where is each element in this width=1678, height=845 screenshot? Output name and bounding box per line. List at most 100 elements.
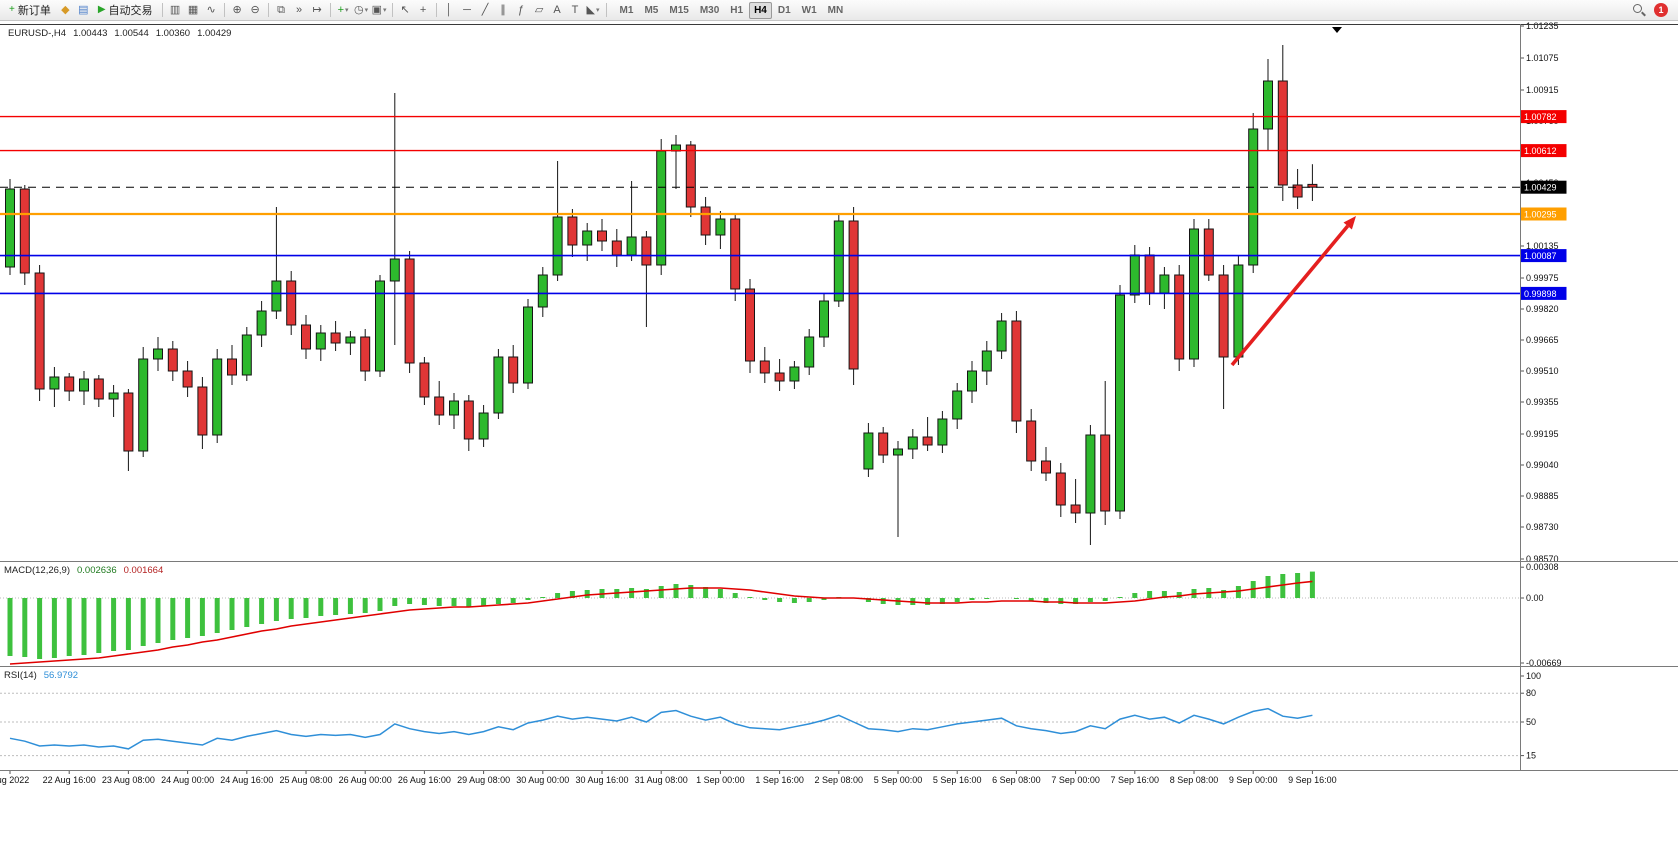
price-badge-label: 1.00612 <box>1524 146 1557 156</box>
text-icon[interactable]: A <box>553 3 561 16</box>
search-icon[interactable] <box>1632 3 1646 17</box>
price-tick-label: 0.99195 <box>1526 429 1559 439</box>
candle <box>907 436 918 450</box>
candle <box>996 320 1007 352</box>
macd-signal-value: 0.001664 <box>123 565 164 576</box>
equidistant-channel-icon[interactable]: ∥ <box>500 3 506 16</box>
time-tick-label: 7 Sep 00:00 <box>1051 775 1100 785</box>
candle <box>5 188 15 268</box>
timeframe-h4[interactable]: H4 <box>749 1 772 19</box>
horizontal-line-icon[interactable]: ─ <box>463 3 471 16</box>
auto-scroll-icon[interactable]: » <box>295 3 303 16</box>
rsi-tick-label: 15 <box>1526 751 1536 761</box>
timeframe-mn[interactable]: MN <box>827 4 844 16</box>
ohlc-open: 1.00443 <box>73 28 108 39</box>
symbol-period-label: EURUSD-,H4 <box>8 28 67 39</box>
candle <box>1277 80 1288 186</box>
candle <box>286 280 297 326</box>
timeframe-m30[interactable]: M30 <box>699 4 720 16</box>
crosshair-icon[interactable]: + <box>419 3 427 16</box>
candle <box>138 358 149 452</box>
candle <box>1070 504 1081 514</box>
templates-icon[interactable]: ▣ ▾ <box>371 3 387 16</box>
candle <box>64 376 75 392</box>
price-tick-label: 0.99820 <box>1526 304 1559 314</box>
trendline-icon[interactable]: ╱ <box>481 3 489 16</box>
candle <box>893 448 903 456</box>
zoom-out-icon[interactable]: ⊖ <box>250 3 260 16</box>
arrows-icon[interactable]: ◣ ▾ <box>586 3 600 16</box>
candle <box>404 258 415 364</box>
candle <box>967 370 977 392</box>
candle <box>848 220 859 370</box>
time-tick-label: 31 Aug 08:00 <box>635 775 688 785</box>
price-axis[interactable]: 1.012351.010751.009151.007601.006051.004… <box>1520 21 1567 564</box>
candle <box>463 400 474 440</box>
time-tick-label: 5 Sep 00:00 <box>874 775 923 785</box>
tile-windows-icon[interactable]: ⧉ <box>277 3 285 16</box>
chart-shift-marker[interactable] <box>1332 27 1342 33</box>
trend-arrow-head[interactable] <box>1343 216 1357 230</box>
price-badge <box>1520 180 1567 194</box>
time-axis[interactable]: Aug 2022 22 Aug 16:00 23 Aug 08:00 24 Aug 0… <box>0 770 1337 785</box>
text-label-icon[interactable]: T <box>571 3 579 16</box>
new-order-button[interactable]: + 新订单 <box>4 1 56 19</box>
candle <box>1055 472 1066 506</box>
price-tick-label: 0.99975 <box>1526 273 1559 283</box>
price-tick-label: 0.98570 <box>1526 554 1559 564</box>
timeframe-w1[interactable]: W1 <box>801 4 817 16</box>
trend-arrow[interactable] <box>1230 224 1350 367</box>
vertical-line-icon[interactable]: │ <box>445 3 453 16</box>
time-tick-label: 30 Aug 16:00 <box>575 775 628 785</box>
notification-badge[interactable]: 1 <box>1654 3 1668 17</box>
candle <box>493 356 504 414</box>
timeframe-group: M1 M5 M15 M30 H1 H4 D1 W1 MN <box>615 1 849 19</box>
candle <box>330 332 341 344</box>
toolbar-separator <box>223 3 225 17</box>
toolbar-separator <box>161 3 163 17</box>
time-tick-label: 24 Aug 00:00 <box>161 775 214 785</box>
candle <box>685 144 696 208</box>
price-tick-label: 0.99510 <box>1526 366 1559 376</box>
candle <box>256 310 267 336</box>
candle <box>597 230 607 242</box>
fibonacci-icon[interactable]: ƒ <box>517 3 525 16</box>
candle <box>745 288 755 362</box>
time-tick-label: 22 Aug 16:00 <box>43 775 96 785</box>
price-badge <box>1520 249 1567 263</box>
candle <box>508 356 519 384</box>
candle <box>1011 320 1022 422</box>
bar-chart-icon[interactable]: ▥ <box>169 3 181 16</box>
shapes-icon[interactable]: ▱ <box>534 3 544 16</box>
timeframe-d1[interactable]: D1 <box>777 4 791 16</box>
toolbar-separator <box>435 3 437 17</box>
marketplace-icon[interactable]: ◆ <box>61 3 70 16</box>
candle <box>123 392 134 452</box>
autotrade-button-label: 自动交易 <box>108 5 153 17</box>
timeframe-m15[interactable]: M15 <box>669 4 689 16</box>
candle <box>552 216 563 276</box>
candle <box>715 218 726 236</box>
candle <box>1144 254 1155 294</box>
autotrade-button[interactable]: ▶ 自动交易 <box>93 1 158 19</box>
timeframe-m5[interactable]: M5 <box>644 4 659 16</box>
rsi-line <box>9 707 1313 750</box>
ohlc-close: 1.00429 <box>197 28 232 39</box>
price-tick-label: 0.99665 <box>1526 335 1559 345</box>
candle <box>1263 80 1273 130</box>
price-tick-label: 0.99040 <box>1526 460 1559 470</box>
candle <box>804 336 815 368</box>
line-chart-icon[interactable]: ∿ <box>206 3 216 16</box>
cursor-icon[interactable]: ↖ <box>400 3 410 16</box>
zoom-in-icon[interactable]: ⊕ <box>232 3 242 16</box>
candlestick-chart-icon[interactable]: ▦ <box>187 3 199 16</box>
chart-shift-icon[interactable]: ↦ <box>312 3 322 16</box>
timeframe-m1[interactable]: M1 <box>619 4 634 16</box>
add-indicator-icon[interactable]: + ▾ <box>337 3 349 16</box>
timeframe-h1[interactable]: H1 <box>730 4 744 16</box>
new-order-button-label: 新订单 <box>17 5 51 17</box>
profile-icon[interactable]: ▤ <box>78 3 89 16</box>
periods-icon[interactable]: ◷ ▾ <box>353 3 369 16</box>
candle <box>1115 294 1125 512</box>
